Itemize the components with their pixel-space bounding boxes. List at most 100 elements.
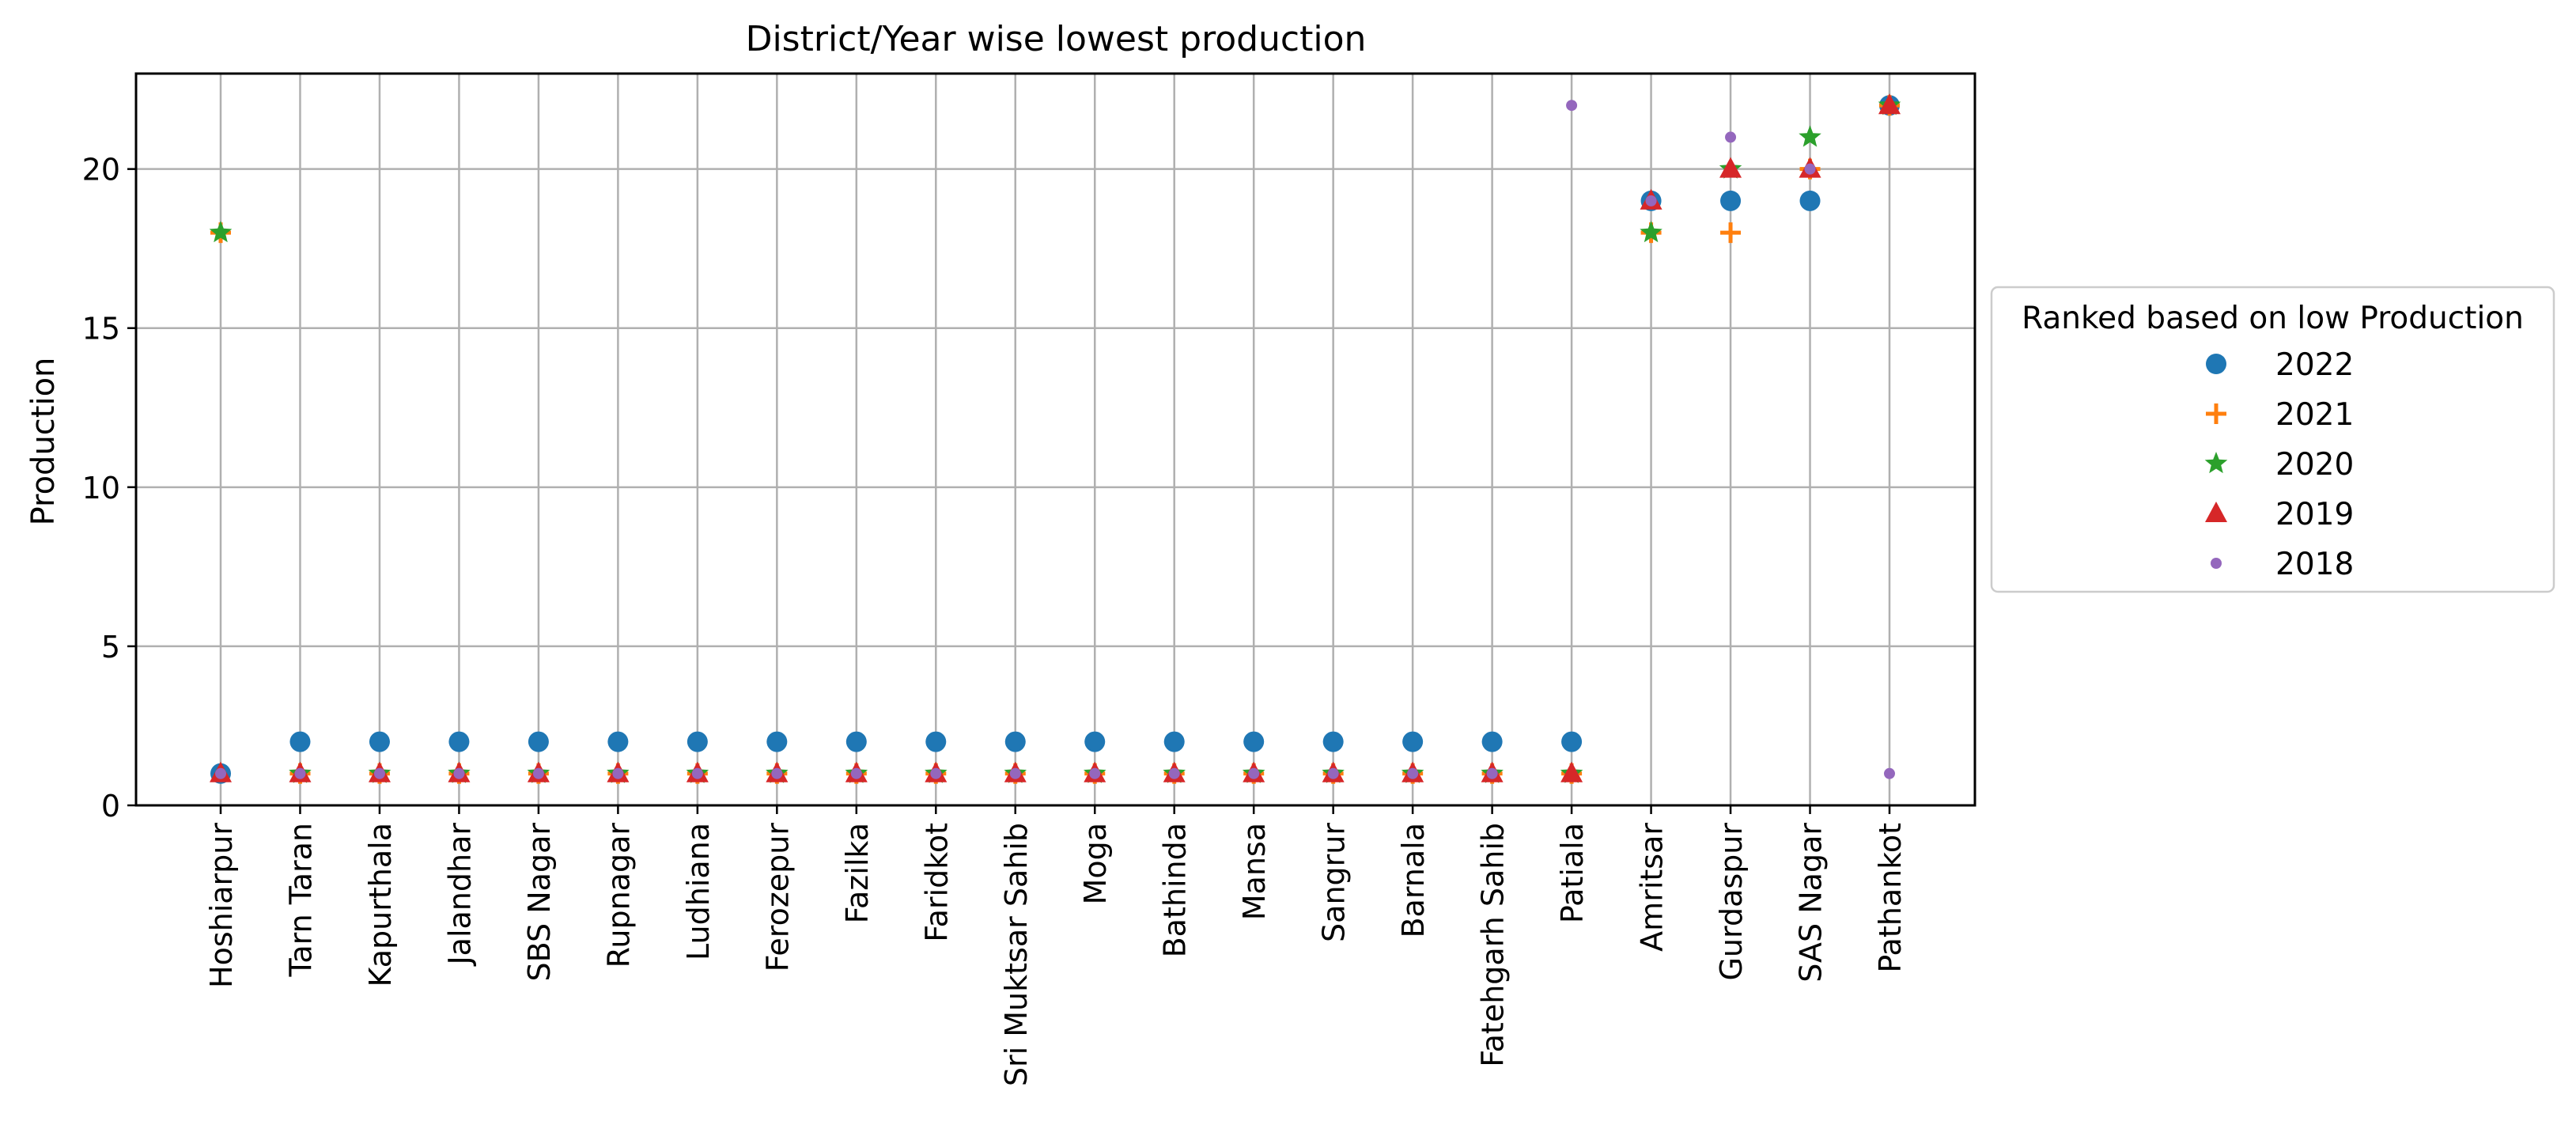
x-tick-label-tarn-taran: Tarn Taran — [283, 823, 318, 978]
point-2021-gurdaspur — [1720, 222, 1742, 244]
legend-label-2021: 2021 — [2275, 397, 2354, 433]
point-2018-amritsar — [1645, 195, 1657, 206]
legend-item-2021[interactable]: 2021 — [2206, 397, 2354, 433]
legend-label-2019: 2019 — [2275, 497, 2354, 532]
point-2022-fatehgarh-sahib — [1481, 731, 1503, 752]
x-tick-label-moga: Moga — [1078, 823, 1113, 904]
legend-marker-2022 — [2206, 354, 2226, 374]
legend-label-2020: 2020 — [2275, 447, 2354, 483]
y-tick-label: 20 — [82, 153, 120, 187]
point-2022-sangrur — [1322, 731, 1344, 752]
x-tick-label-kapurthala: Kapurthala — [363, 823, 398, 987]
x-tick-label-barnala: Barnala — [1396, 823, 1431, 938]
point-2022-ferozepur — [766, 731, 788, 752]
point-2022-sri-muktsar-sahib — [1004, 731, 1026, 752]
point-2018-kapurthala — [373, 767, 385, 779]
point-2022-sbs-nagar — [528, 731, 549, 752]
y-tick-label: 15 — [82, 312, 120, 347]
point-2018-faridkot — [930, 767, 942, 779]
point-2018-bathinda — [1168, 767, 1180, 779]
x-tick-label-gurdaspur: Gurdaspur — [1714, 823, 1749, 981]
point-2019-pathankot — [1878, 93, 1901, 115]
series-2018 — [215, 100, 1895, 779]
point-2018-hoshiarpur — [215, 767, 226, 779]
x-tick-label-mansa: Mansa — [1237, 823, 1272, 920]
point-2018-patiala — [1566, 100, 1578, 112]
legend-label-2022: 2022 — [2275, 347, 2354, 383]
y-axis-label: Production — [25, 358, 62, 526]
x-tick-label-faridkot: Faridkot — [919, 823, 954, 942]
x-tick-label-patiala: Patiala — [1555, 823, 1590, 923]
legend-marker-2018 — [2211, 558, 2222, 569]
point-2018-sangrur — [1327, 767, 1339, 779]
point-2018-sas-nagar — [1804, 163, 1816, 175]
point-2018-fatehgarh-sahib — [1486, 767, 1498, 779]
chart-title: District/Year wise lowest production — [746, 19, 1367, 59]
point-2022-jalandhar — [448, 731, 470, 752]
y-tick-label: 5 — [101, 630, 120, 665]
point-2022-kapurthala — [369, 731, 390, 752]
x-tick-label-ludhiana: Ludhiana — [681, 823, 716, 960]
point-2018-pathankot — [1884, 767, 1895, 779]
legend-item-2020[interactable]: 2020 — [2204, 447, 2355, 483]
plot-frame — [134, 72, 1976, 807]
point-2019-patiala — [1560, 761, 1583, 782]
x-tick-label-pathankot: Pathankot — [1873, 823, 1908, 973]
legend-box — [1990, 286, 2555, 593]
legend-label-2018: 2018 — [2275, 547, 2354, 582]
y-tick-label: 0 — [101, 789, 120, 824]
x-tick-label-sangrur: Sangrur — [1317, 823, 1352, 942]
legend-item-2019[interactable]: 2019 — [2205, 497, 2354, 532]
point-2018-sri-muktsar-sahib — [1009, 767, 1021, 779]
legend-title: Ranked based on low Production — [2022, 301, 2524, 336]
point-2022-gurdaspur — [1720, 190, 1742, 211]
legend-marker-2021 — [2206, 403, 2226, 424]
point-2022-ludhiana — [687, 731, 708, 752]
point-2018-mansa — [1248, 767, 1260, 779]
legend-item-2018[interactable]: 2018 — [2211, 547, 2354, 582]
point-2018-moga — [1089, 767, 1101, 779]
point-2022-patiala — [1561, 731, 1583, 752]
x-tick-label-sas-nagar: SAS Nagar — [1794, 823, 1829, 983]
point-2018-ferozepur — [771, 767, 783, 779]
x-tick-label-fatehgarh-sahib: Fatehgarh Sahib — [1476, 823, 1511, 1067]
point-2022-bathinda — [1163, 731, 1185, 752]
data-points — [209, 93, 1901, 784]
point-2018-fazilka — [850, 767, 862, 779]
x-tick-label-fazilka: Fazilka — [840, 823, 875, 923]
x-tick-label-sri-muktsar-sahib: Sri Muktsar Sahib — [999, 823, 1034, 1086]
x-tick-label-hoshiarpur: Hoshiarpur — [204, 823, 239, 988]
x-tick-label-sbs-nagar: SBS Nagar — [522, 823, 557, 982]
point-2022-fazilka — [845, 731, 867, 752]
point-2018-rupnagar — [612, 767, 624, 779]
point-2018-sbs-nagar — [532, 767, 544, 779]
point-2022-mansa — [1243, 731, 1265, 752]
point-2022-barnala — [1402, 731, 1424, 752]
legend-item-2022[interactable]: 2022 — [2206, 347, 2354, 383]
point-2019-gurdaspur — [1719, 157, 1742, 178]
point-2022-tarn-taran — [289, 731, 311, 752]
point-2018-tarn-taran — [294, 767, 306, 779]
point-2020-amritsar — [1640, 221, 1662, 243]
point-2020-sas-nagar — [1799, 125, 1821, 147]
legend-marker-2019 — [2205, 502, 2227, 522]
point-2018-ludhiana — [691, 767, 703, 779]
point-2022-sas-nagar — [1799, 190, 1821, 211]
axes: 0 5 10 15 20 Hoshiarpur Tarn Taran Kapurthala Ja… — [82, 153, 1908, 1086]
point-2022-rupnagar — [607, 731, 629, 752]
y-tick-label: 10 — [82, 471, 120, 506]
x-tick-label-ferozepur: Ferozepur — [760, 823, 795, 972]
legend-marker-2020 — [2204, 452, 2228, 474]
point-2022-moga — [1084, 731, 1106, 752]
point-2018-jalandhar — [453, 767, 465, 779]
point-2020-hoshiarpur — [209, 221, 233, 243]
point-2022-faridkot — [925, 731, 947, 752]
point-2018-barnala — [1407, 767, 1419, 779]
x-tick-label-rupnagar: Rupnagar — [601, 823, 636, 968]
point-2018-gurdaspur — [1725, 131, 1737, 143]
legend[interactable]: Ranked based on low Production 2022 2021 20… — [1990, 286, 2555, 593]
x-tick-label-amritsar: Amritsar — [1635, 823, 1670, 952]
grid — [136, 74, 1975, 807]
x-tick-label-jalandhar: Jalandhar — [442, 823, 477, 967]
